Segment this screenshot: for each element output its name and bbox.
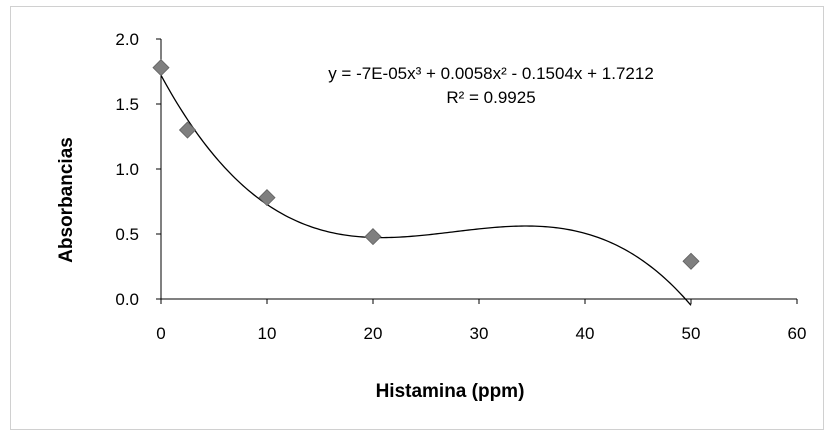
y-tick-label: 0.0 bbox=[115, 290, 139, 309]
x-tick-label: 30 bbox=[470, 324, 489, 343]
x-tick-label: 50 bbox=[682, 324, 701, 343]
x-axis-title: Histamina (ppm) bbox=[376, 381, 525, 402]
data-point bbox=[258, 189, 276, 207]
x-tick-label: 10 bbox=[258, 324, 277, 343]
polynomial-trendline bbox=[160, 74, 692, 306]
trendline-equation: y = -7E-05x³ + 0.0058x² - 0.1504x + 1.72… bbox=[328, 64, 654, 83]
plot-area: 0 10 20 30 40 50 60 0.0 0.5 1.0 1.5 2.0 bbox=[115, 30, 806, 343]
x-axis-ticks: 0 10 20 30 40 50 60 bbox=[156, 299, 806, 343]
y-tick-label: 1.0 bbox=[115, 160, 139, 179]
data-points bbox=[152, 59, 700, 270]
chart-frame bbox=[10, 6, 824, 430]
x-tick-label: 20 bbox=[364, 324, 383, 343]
y-tick-label: 0.5 bbox=[115, 225, 139, 244]
data-point bbox=[364, 228, 382, 246]
x-tick-label: 40 bbox=[576, 324, 595, 343]
y-axis-ticks: 0.0 0.5 1.0 1.5 2.0 bbox=[115, 30, 161, 309]
data-point bbox=[178, 121, 197, 139]
y-axis-title: Absorbancias bbox=[56, 137, 77, 263]
x-tick-label: 60 bbox=[788, 324, 807, 343]
data-point bbox=[682, 252, 700, 270]
y-tick-label: 1.5 bbox=[115, 95, 139, 114]
data-point bbox=[152, 59, 170, 77]
y-tick-label: 2.0 bbox=[115, 30, 139, 49]
x-tick-label: 0 bbox=[156, 324, 165, 343]
r-squared-label: R² = 0.9925 bbox=[446, 88, 535, 107]
